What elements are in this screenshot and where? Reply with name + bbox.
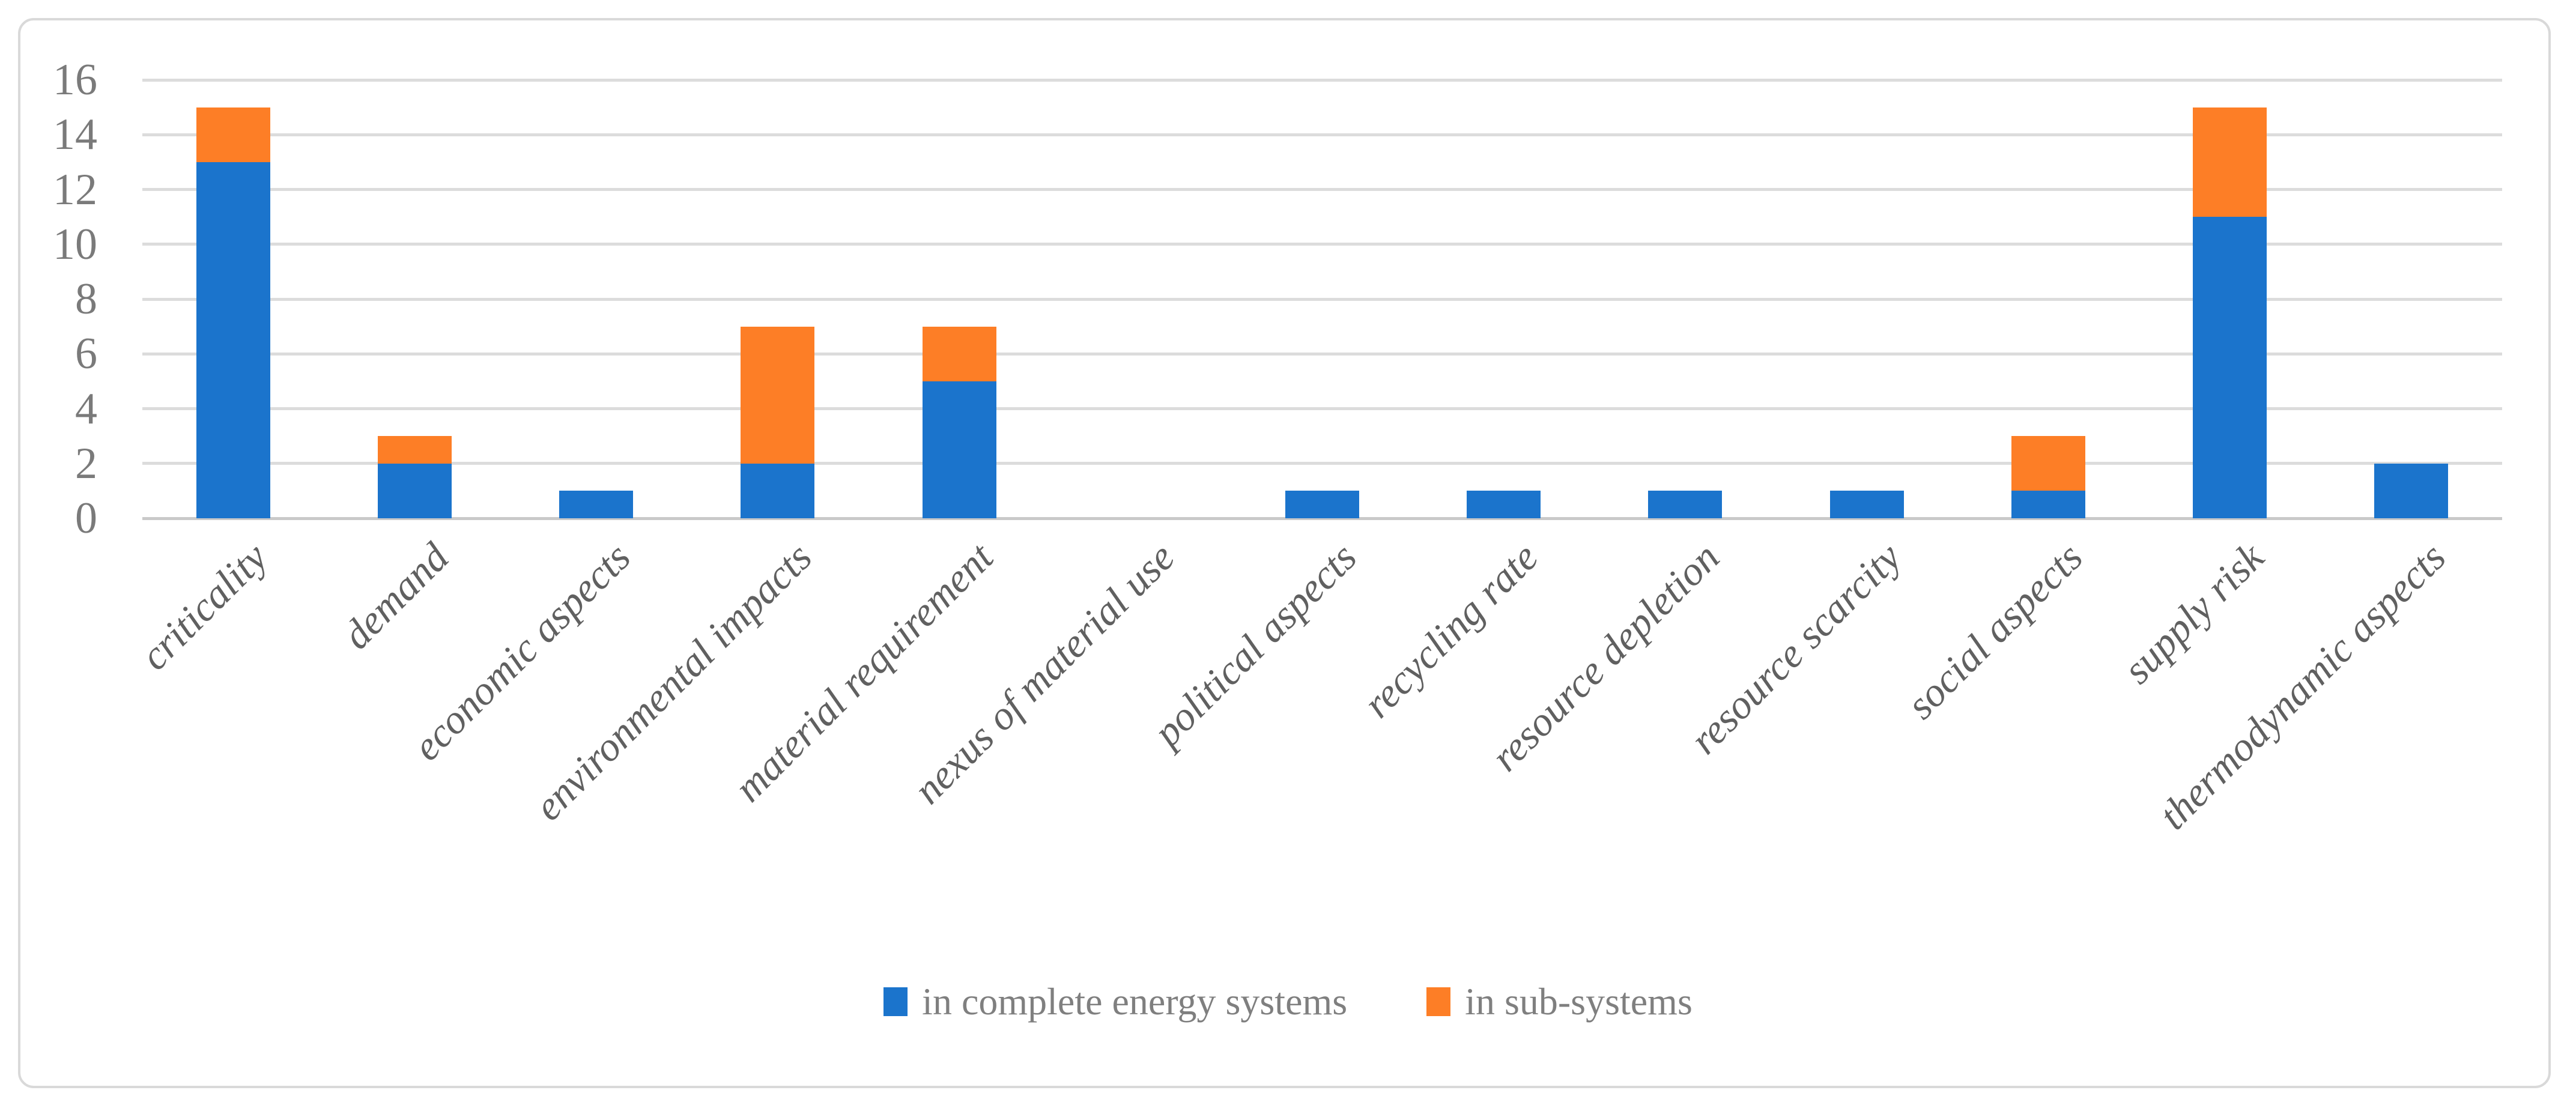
gridline-12 <box>142 188 2502 191</box>
gridline-6 <box>142 352 2502 356</box>
gridline-2 <box>142 462 2502 465</box>
gridline-16 <box>142 78 2502 82</box>
y-axis-tick-label-10: 10 <box>53 219 97 269</box>
bar-segment-economic-aspects-in-complete-energy-systems <box>559 491 634 518</box>
y-axis-tick-label-6: 6 <box>75 329 97 379</box>
legend-item-complete-energy-systems: in complete energy systems <box>883 982 1347 1021</box>
bar-segment-social-aspects-in-complete-energy-systems <box>2011 491 2085 518</box>
gridline-4 <box>142 407 2502 410</box>
legend-swatch-orange <box>1426 987 1451 1016</box>
bar-segment-resource-scarcity-in-complete-energy-systems <box>1829 491 1904 518</box>
bar-segment-supply-risk-in-complete-energy-systems <box>2193 217 2267 518</box>
bar-segment-supply-risk-in-sub-systems <box>2193 107 2267 217</box>
x-axis-line <box>142 516 2502 520</box>
bar-segment-environmental-impacts-in-complete-energy-systems <box>741 463 815 518</box>
bar-segment-recycling-rate-in-complete-energy-systems <box>1467 491 1541 518</box>
x-label-criticality: criticality <box>131 534 276 679</box>
legend-label-complete-energy-systems: in complete energy systems <box>922 980 1348 1023</box>
chart-border <box>18 18 2551 1088</box>
bar-segment-political-aspects-in-complete-energy-systems <box>1285 491 1359 518</box>
legend-swatch-blue <box>883 987 908 1016</box>
gridline-10 <box>142 243 2502 246</box>
gridline-8 <box>142 297 2502 301</box>
bar-segment-criticality-in-complete-energy-systems <box>196 162 270 518</box>
bar-segment-resource-depletion-in-complete-energy-systems <box>1648 491 1723 518</box>
y-axis-tick-label-14: 14 <box>53 110 97 160</box>
gridline-14 <box>142 133 2502 136</box>
legend: in complete energy systems in sub-system… <box>0 982 2576 1021</box>
y-axis-tick-label-4: 4 <box>75 384 97 434</box>
x-label-social-aspects: social aspects <box>1897 534 2091 728</box>
bar-segment-demand-in-sub-systems <box>377 436 452 464</box>
y-axis-tick-label-16: 16 <box>53 55 97 104</box>
legend-label-sub-systems: in sub-systems <box>1465 980 1693 1023</box>
y-axis-tick-label-8: 8 <box>75 274 97 324</box>
bar-segment-material-requirement-in-sub-systems <box>922 326 996 381</box>
x-label-supply-risk: supply risk <box>2114 534 2273 692</box>
y-axis-tick-label-12: 12 <box>53 165 97 214</box>
y-axis-tick-label-2: 2 <box>75 438 97 488</box>
bar-segment-demand-in-complete-energy-systems <box>377 463 452 518</box>
x-label-demand: demand <box>333 534 458 658</box>
y-axis-tick-label-0: 0 <box>75 494 97 543</box>
bar-segment-criticality-in-sub-systems <box>196 107 270 162</box>
legend-item-sub-systems: in sub-systems <box>1426 982 1693 1021</box>
bar-segment-material-requirement-in-complete-energy-systems <box>922 381 996 518</box>
bar-segment-thermodynamic-aspects-in-complete-energy-systems <box>2374 463 2449 518</box>
bar-segment-environmental-impacts-in-sub-systems <box>741 326 815 464</box>
bar-segment-social-aspects-in-sub-systems <box>2011 436 2085 491</box>
x-label-recycling-rate: recycling rate <box>1354 534 1547 727</box>
